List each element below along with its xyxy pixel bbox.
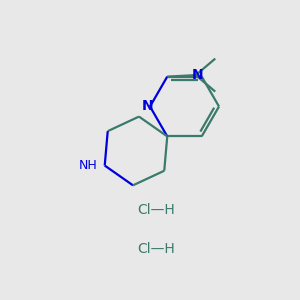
Text: N: N bbox=[191, 68, 203, 82]
Text: NH: NH bbox=[79, 159, 97, 172]
Text: Cl—H: Cl—H bbox=[137, 203, 175, 217]
Text: Cl—H: Cl—H bbox=[137, 242, 175, 256]
Text: N: N bbox=[142, 100, 153, 113]
